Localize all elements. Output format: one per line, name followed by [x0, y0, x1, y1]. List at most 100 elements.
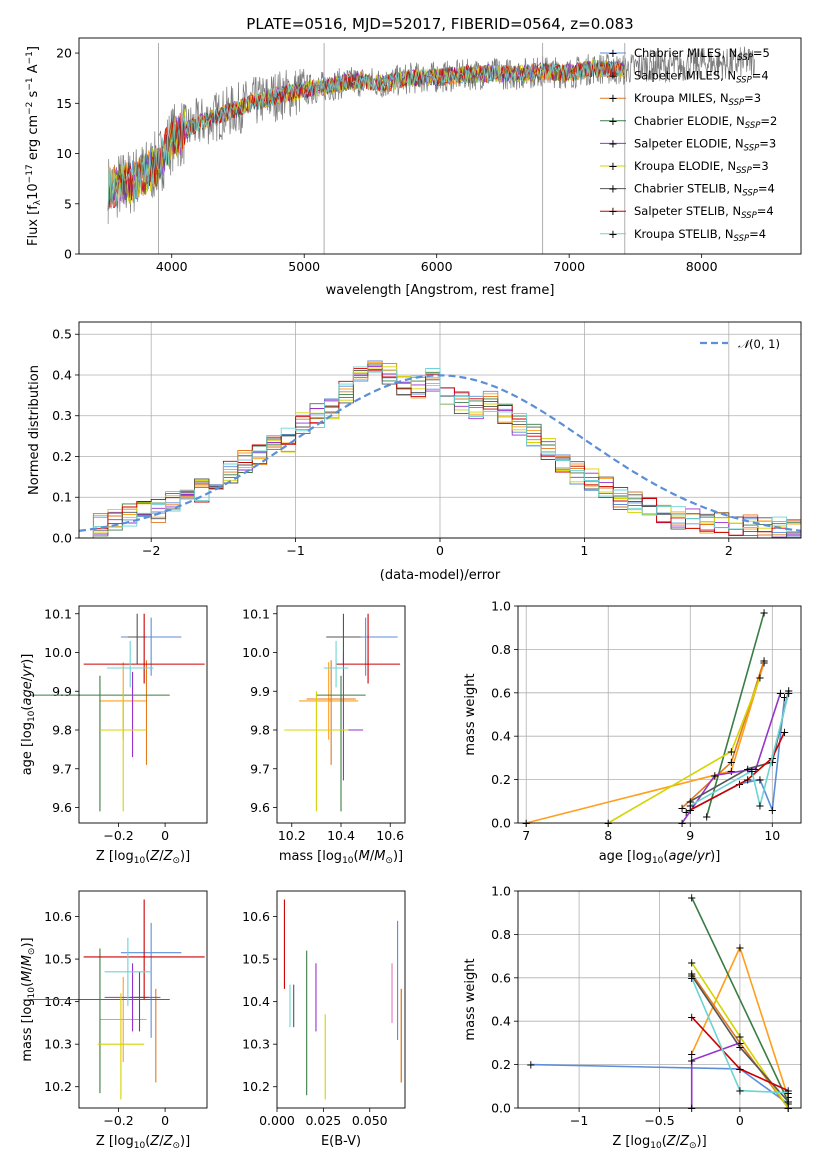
legend-marker: +	[608, 227, 618, 241]
observed-spectrum-line	[107, 46, 755, 224]
weight-vs-z-xtick-label: −1	[570, 1113, 588, 1128]
mass-vs-z-ytick-label: 10.6	[44, 909, 72, 924]
age-vs-z-ytick-label: 10.1	[44, 606, 72, 621]
weight-marker: +	[685, 794, 695, 808]
weight-marker: +	[759, 606, 769, 620]
weight-marker: +	[687, 966, 697, 980]
legend-entry-salpeter-stelib: + Salpeter STELIB, NSSP=4	[600, 204, 774, 221]
weight-vs-z-series-kroupa-stelib: ++ +	[687, 971, 793, 1100]
spectrum-ytick-label: 20	[56, 46, 72, 61]
weight-vs-age-xtick-label: 9	[686, 828, 694, 843]
weight-line	[705, 612, 765, 817]
mass-vs-ebv-xtick-label: 0.000	[259, 1113, 295, 1128]
mass-vs-z-point-chabrier-miles	[120, 922, 182, 1038]
mass-vs-ebv-axes: 0.000 0.025 0.050 10.2 10.3 10.4 10.5 10.6	[242, 909, 388, 1128]
mass-vs-z-xlabel: Z [log10(Z/Z⊙)]	[96, 1134, 190, 1151]
weight-line	[681, 692, 782, 824]
weight-marker: +	[735, 1062, 745, 1076]
histogram-xtick-label: 2	[725, 543, 733, 558]
age-vs-mass-point-chabrier-elodie	[316, 675, 366, 812]
weight-vs-z-ytick-label: 1.0	[491, 884, 511, 899]
weight-vs-z-ytick-label: 0.0	[491, 1101, 511, 1116]
weight-vs-age-ytick-label: 0.8	[491, 642, 511, 657]
age-vs-mass-point-kroupa-elodie	[284, 691, 349, 812]
weight-vs-age-xtick-label: 10	[764, 828, 780, 843]
weight-line	[690, 945, 789, 1098]
weight-marker: +	[751, 762, 761, 776]
legend-marker: +	[608, 159, 618, 173]
weight-vs-z-frame	[517, 890, 802, 1109]
histogram-ytick-label: 0.3	[52, 408, 72, 423]
mass-vs-z-frame	[78, 890, 208, 1109]
legend-entry-chabrier-elodie: + Chabrier ELODIE, NSSP=2	[600, 114, 777, 131]
legend-marker: +	[608, 91, 618, 105]
legend-marker: +	[608, 69, 618, 83]
weight-marker: +	[685, 799, 695, 813]
age-vs-z-ytick-label: 10.0	[44, 645, 72, 660]
age-vs-mass-xtick-label: 10.6	[376, 828, 404, 843]
age-vs-z-axes: −0.2 0 9.6 9.7 9.8 9.9 10.0 10.1	[44, 606, 169, 843]
age-vs-z-point-chabrier-stelib	[127, 613, 147, 665]
spectrum-ytick-label: 0	[64, 247, 72, 262]
histogram-xtick-label: 1	[580, 543, 588, 558]
spectrum-xtick-label: 4000	[156, 259, 188, 274]
age-vs-mass-ytick-label: 10.1	[242, 606, 270, 621]
mass-vs-ebv-ytick-label: 10.5	[242, 952, 270, 967]
weight-marker: +	[687, 956, 697, 970]
weight-marker: +	[767, 803, 777, 817]
age-vs-z-xlabel: Z [log10(Z/Z⊙)]	[96, 849, 190, 866]
legend-label: Kroupa ELODIE, NSSP=3	[634, 159, 769, 176]
weight-vs-z-series: + ++++++++++++++++++++++++ +	[526, 891, 793, 1115]
mass-vs-ebv-xlabel: E(B-V)	[321, 1134, 361, 1149]
legend-marker: +	[608, 114, 618, 128]
weight-marker: +	[759, 653, 769, 667]
age-vs-z-ytick-label: 9.6	[52, 800, 72, 815]
spectrum-ytick-label: 5	[64, 196, 72, 211]
weight-vs-z-series-salpeter-miles: +++	[687, 940, 793, 1104]
weight-marker: +	[735, 940, 745, 954]
weight-line	[690, 1042, 741, 1108]
legend-label: Chabrier STELIB, NSSP=4	[634, 182, 775, 199]
weight-marker: +	[783, 1094, 793, 1108]
mass-vs-z-point-chabrier-elodie	[30, 948, 170, 1094]
age-vs-mass-frame	[276, 605, 406, 824]
weight-marker: +	[687, 1047, 697, 1061]
age-vs-z-ytick-label: 9.8	[52, 723, 72, 738]
age-vs-z-xtick-label: 0	[161, 828, 169, 843]
weight-vs-z-ytick-label: 0.4	[491, 1014, 511, 1029]
weight-marker: +	[526, 1058, 536, 1072]
weight-vs-z-ylabel: mass weight	[463, 958, 478, 1040]
weight-marker: +	[783, 1086, 793, 1100]
spectrum-frame	[78, 37, 802, 255]
mass-vs-ebv-points	[283, 899, 402, 1100]
histogram-xlabel: (data-model)/error	[380, 568, 501, 583]
age-vs-mass-ytick-label: 10.0	[242, 645, 270, 660]
weight-vs-age-xlabel: age [log10(age/yr)]	[599, 849, 721, 866]
legend-label: Salpeter STELIB, NSSP=4	[634, 204, 774, 221]
weight-line	[689, 692, 790, 807]
legend-entry-kroupa-elodie: + Kroupa ELODIE, NSSP=3	[600, 159, 769, 176]
weight-vs-z-xlabel: Z [log10(Z/Z⊙)]	[612, 1134, 706, 1151]
weight-marker: +	[685, 803, 695, 817]
mass-vs-z-ylabel: mass [log10(M/M⊙)]	[20, 937, 37, 1061]
weight-vs-z-xtick-label: −0.5	[644, 1113, 674, 1128]
histogram-ytick-label: 0.0	[52, 531, 72, 546]
mass-vs-z-point-kroupa-elodie	[97, 993, 145, 1100]
weight-marker: +	[735, 1040, 745, 1054]
mass-vs-ebv-ytick-label: 10.3	[242, 1037, 270, 1052]
age-vs-mass-point-kroupa-stelib	[323, 640, 349, 688]
age-vs-mass-point-salpeter-elodie	[323, 652, 364, 781]
weight-marker: +	[735, 1029, 745, 1043]
weight-vs-z-ytick-label: 0.8	[491, 927, 511, 942]
legend-marker: +	[608, 182, 618, 196]
weight-line	[689, 731, 786, 811]
legend-label: Salpeter MILES, NSSP=4	[634, 69, 769, 86]
age-vs-z-points	[30, 613, 205, 812]
weight-marker: +	[687, 969, 697, 983]
legend-marker: +	[608, 136, 618, 150]
spectrum-axes: 4000 5000 6000 7000 8000 0 5 10 15 20	[56, 46, 718, 274]
weight-marker: +	[755, 773, 765, 787]
histogram-ylabel: Normed distribution	[27, 365, 42, 495]
mass-vs-z-points	[30, 899, 205, 1100]
weight-vs-age-ytick-label: 1.0	[491, 599, 511, 614]
